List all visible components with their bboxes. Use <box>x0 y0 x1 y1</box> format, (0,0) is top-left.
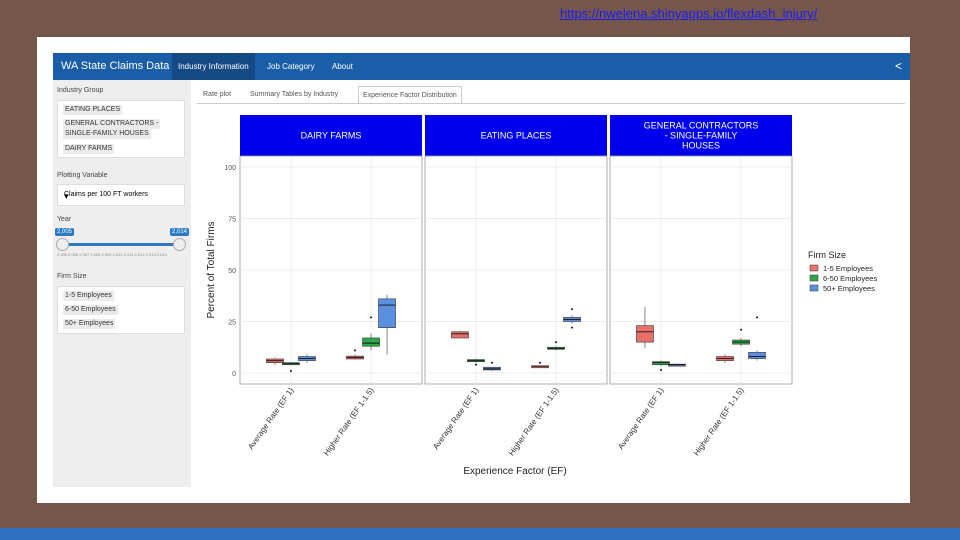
panel-title: - SINGLE-FAMILY <box>665 131 738 141</box>
legend-title: Firm Size <box>808 250 846 260</box>
legend-swatch <box>809 284 819 292</box>
tab-industry-information[interactable]: Industry Information <box>172 53 255 80</box>
tab-job-category[interactable]: Job Category <box>267 62 315 71</box>
panel-strip <box>610 115 792 156</box>
box-outlier <box>539 361 542 364</box>
industry-chip[interactable]: EATING PLACES <box>63 105 123 115</box>
box-outlier <box>490 361 493 364</box>
legend-swatch <box>809 264 819 272</box>
firm-size-chip[interactable]: 1-5 Employees <box>63 291 114 301</box>
box-outlier <box>474 363 477 366</box>
panel-title: HOUSES <box>682 141 720 151</box>
y-tick-label: 50 <box>228 268 236 275</box>
box-outlier <box>571 326 574 329</box>
year-min-value: 2,005 <box>55 228 75 236</box>
panel-title: EATING PLACES <box>481 131 552 141</box>
x-tick-label: Higher Rate (EF 1-1.5) <box>692 386 746 458</box>
y-tick-label: 100 <box>224 165 236 172</box>
box-body <box>748 352 766 359</box>
plotting-variable-value: Claims per 100 FT workers <box>64 191 148 198</box>
navbar: WA State Claims Data Industry Informatio… <box>53 53 910 80</box>
box-body <box>362 337 380 347</box>
panel-strip <box>240 115 422 156</box>
source-url[interactable]: https://nwelena.shinyapps.io/flexdash_in… <box>560 6 818 21</box>
box-outlier <box>289 369 292 372</box>
y-tick-label: 0 <box>232 371 236 378</box>
firm-size-select[interactable]: 1-5 Employees 6-50 Employees 50+ Employe… <box>57 286 185 334</box>
year-slider-ticks: 2,005 2,006 2,007 2,008 2,009 2,010 2,01… <box>57 252 167 257</box>
app-title: WA State Claims Data <box>61 60 170 72</box>
subtab-rate-plot[interactable]: Rate plot <box>203 91 232 98</box>
year-slider-min-handle[interactable] <box>56 238 69 251</box>
panel-title: DAIRY FARMS <box>301 131 362 141</box>
x-tick-label: Average Rate (EF 1) <box>431 386 481 451</box>
industry-group-select[interactable]: EATING PLACES GENERAL CONTRACTORS - SING… <box>57 100 185 158</box>
year-label: Year <box>57 216 72 223</box>
firm-size-chip[interactable]: 50+ Employees <box>63 319 116 329</box>
y-tick-label: 25 <box>228 320 236 327</box>
box-outlier <box>555 341 558 344</box>
tab-about[interactable]: About <box>332 62 353 71</box>
x-axis-title: Experience Factor (EF) <box>463 466 566 477</box>
plotting-variable-label: Plotting Variable <box>57 172 108 179</box>
box-body <box>636 325 654 343</box>
box-outlier <box>370 316 373 319</box>
year-slider-max-handle[interactable] <box>173 238 186 251</box>
box-outlier <box>354 349 357 352</box>
footer-bar <box>0 528 960 540</box>
industry-chip[interactable]: DAIRY FARMS <box>63 144 115 154</box>
box-body <box>652 361 670 366</box>
legend-label: 50+ Employees <box>823 284 875 293</box>
panel-strip <box>425 115 607 156</box>
subtab-summary-tables[interactable]: Summary Tables by Industry <box>250 91 339 98</box>
industry-group-label: Industry Group <box>57 87 104 94</box>
firm-size-label: Firm Size <box>57 273 87 280</box>
box-body <box>378 298 396 328</box>
legend-swatch <box>809 274 819 282</box>
year-max-value: 2,014 <box>170 228 190 236</box>
box-outlier <box>571 308 574 311</box>
x-tick-label: Higher Rate (EF 1-1.5) <box>322 386 376 458</box>
y-axis-title: Percent of Total Firms <box>206 221 217 318</box>
x-tick-label: Higher Rate (EF 1-1.5) <box>507 386 561 458</box>
box-outlier <box>756 316 759 319</box>
box-body <box>451 331 469 339</box>
firm-size-chip[interactable]: 6-50 Employees <box>63 305 118 315</box>
panel-title: GENERAL CONTRACTORS <box>644 121 759 131</box>
subtab-experience-factor[interactable]: Experience Factor Distribution <box>358 86 462 104</box>
box-outlier <box>740 328 743 331</box>
x-tick-label: Average Rate (EF 1) <box>616 386 666 451</box>
y-tick-label: 75 <box>228 217 236 224</box>
subtab-divider <box>197 103 905 104</box>
industry-chip[interactable]: SINGLE-FAMILY HOUSES <box>63 129 151 139</box>
plotting-variable-select[interactable]: Claims per 100 FT workers ▾ <box>57 184 185 206</box>
box-outlier <box>659 368 662 371</box>
share-icon[interactable]: < <box>894 59 902 73</box>
year-slider-track[interactable] <box>62 243 180 246</box>
industry-chip[interactable]: GENERAL CONTRACTORS - <box>63 119 161 129</box>
legend-label: 6-50 Employees <box>823 274 877 283</box>
legend-label: 1-5 Employees <box>823 264 873 273</box>
chevron-down-icon: ▾ <box>64 191 69 201</box>
x-tick-label: Average Rate (EF 1) <box>246 386 296 451</box>
